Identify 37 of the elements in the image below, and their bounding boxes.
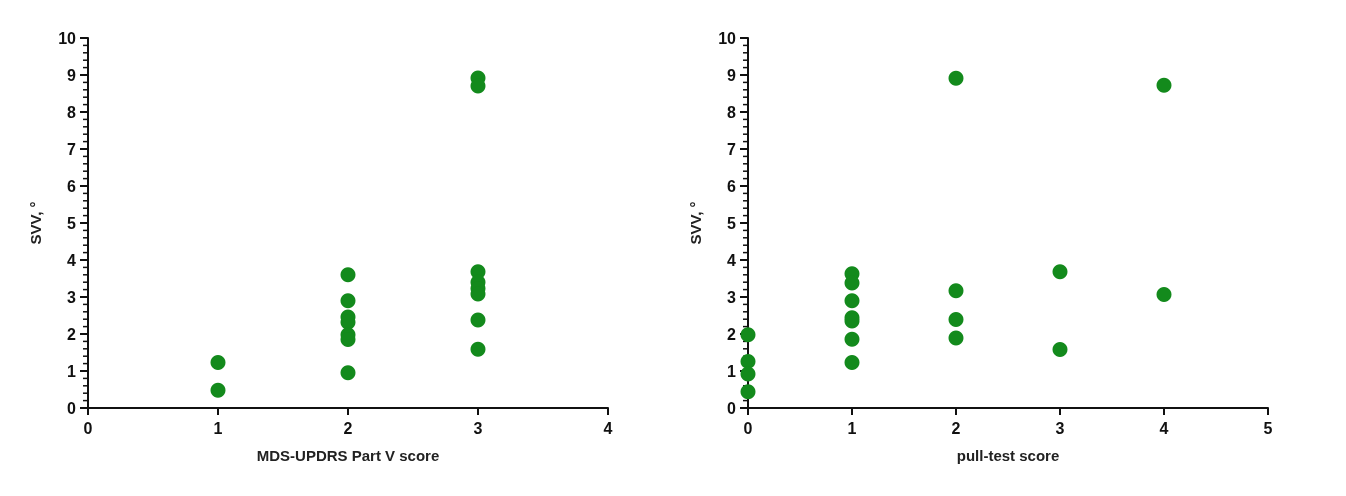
y-tick-label: 9 bbox=[727, 66, 737, 84]
x-tick-label: 4 bbox=[1159, 419, 1169, 437]
x-tick-label: 1 bbox=[847, 419, 857, 437]
y-tick-label: 3 bbox=[727, 288, 737, 306]
x-tick-label: 2 bbox=[951, 419, 961, 437]
y-axis-title: SVV, ° bbox=[27, 201, 44, 245]
y-tick-label: 10 bbox=[718, 29, 737, 47]
y-tick-label: 9 bbox=[67, 66, 77, 84]
y-tick-label: 6 bbox=[67, 177, 77, 195]
x-tick-label: 0 bbox=[83, 419, 93, 437]
x-tick-label: 5 bbox=[1263, 419, 1273, 437]
y-tick-label: 1 bbox=[727, 362, 737, 380]
y-tick-label: 8 bbox=[727, 103, 737, 121]
y-tick-label: 6 bbox=[727, 177, 737, 195]
y-tick-label: 2 bbox=[67, 325, 77, 343]
x-tick-label: 3 bbox=[1055, 419, 1065, 437]
x-axis-title: MDS-UPDRS Part V score bbox=[256, 447, 440, 464]
x-tick-label: 4 bbox=[603, 419, 613, 437]
x-tick-label: 2 bbox=[343, 419, 353, 437]
y-tick-label: 4 bbox=[727, 251, 737, 269]
y-tick-label: 7 bbox=[727, 140, 737, 158]
x-tick-label: 0 bbox=[743, 419, 753, 437]
y-tick-label: 7 bbox=[67, 140, 77, 158]
x-tick-label: 3 bbox=[473, 419, 483, 437]
y-tick-label: 2 bbox=[727, 325, 737, 343]
y-tick-label: 1 bbox=[67, 362, 77, 380]
y-tick-label: 0 bbox=[727, 399, 737, 417]
x-axis-title: pull-test score bbox=[956, 447, 1060, 464]
y-tick-label: 5 bbox=[67, 214, 77, 232]
y-tick-label: 8 bbox=[67, 103, 77, 121]
y-tick-label: 5 bbox=[727, 214, 737, 232]
x-tick-label: 1 bbox=[213, 419, 223, 437]
y-tick-label: 4 bbox=[67, 251, 77, 269]
y-axis-title: SVV, ° bbox=[687, 201, 704, 245]
y-tick-label: 10 bbox=[58, 29, 77, 47]
y-tick-label: 3 bbox=[67, 288, 77, 306]
y-tick-label: 0 bbox=[67, 399, 77, 417]
